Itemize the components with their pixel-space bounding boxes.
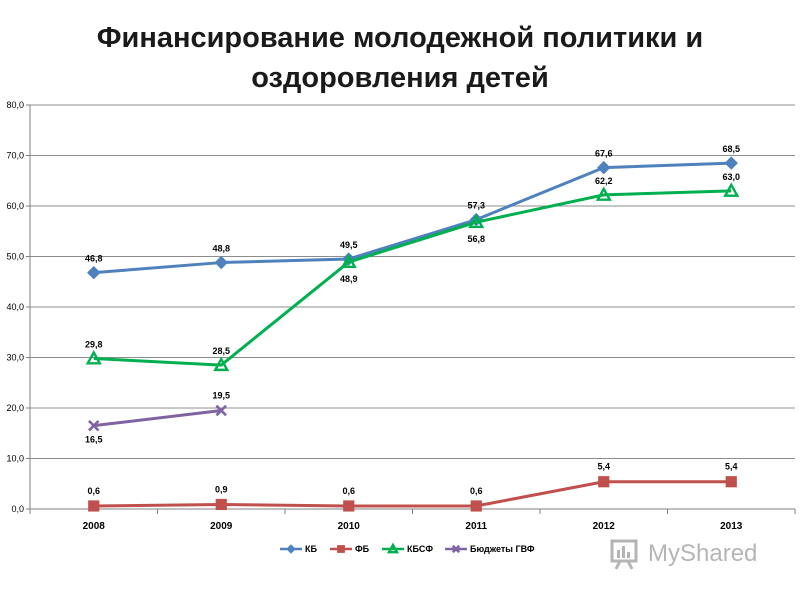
- x-tick-label: 2008: [83, 521, 106, 532]
- data-label: 46,8: [85, 254, 103, 264]
- x-tick-label: 2009: [210, 521, 233, 532]
- series-2-point: [723, 182, 740, 197]
- y-tick-label: 60,0: [6, 201, 24, 211]
- series-1-point: [343, 500, 355, 512]
- data-label: 5,4: [597, 462, 610, 472]
- data-label: 0,6: [342, 486, 355, 496]
- series-line-1: [93, 480, 732, 508]
- y-tick-label: 20,0: [6, 403, 24, 413]
- series-0-point: [214, 255, 228, 270]
- y-tick-label: 30,0: [6, 353, 24, 363]
- data-label: 67,6: [595, 149, 613, 159]
- x-tick-label: 2010: [338, 521, 361, 532]
- series-2-point: [213, 356, 230, 372]
- series-1-point: [598, 476, 610, 488]
- series-0-point: [87, 265, 101, 280]
- data-label: 0,6: [87, 486, 100, 496]
- x-tick-label: 2011: [465, 521, 487, 532]
- y-tick-label: 80,0: [6, 100, 24, 110]
- series-2-point: [85, 350, 102, 365]
- series-2-point: [468, 213, 485, 229]
- y-tick-label: 10,0: [6, 454, 24, 464]
- data-label: 48,9: [340, 274, 358, 284]
- series-1-point: [725, 476, 737, 488]
- data-label: 16,5: [85, 435, 103, 445]
- data-label: 63,0: [722, 172, 740, 182]
- series-line-3: [93, 409, 222, 428]
- series-3-point: [215, 404, 227, 417]
- data-label: 48,8: [212, 244, 230, 254]
- chart-title-line-1: Финансирование молодежной политики и: [96, 22, 704, 54]
- y-tick-label: 0,0: [11, 504, 24, 514]
- data-label: 57,3: [467, 201, 485, 211]
- series-0-point: [597, 160, 611, 175]
- legend-marker-3: [451, 544, 461, 554]
- watermark: MyShared: [610, 535, 780, 575]
- legend-marker-2: [386, 542, 400, 554]
- legend-label-3: Бюджеты ГВФ: [470, 544, 535, 554]
- myshared-logo-icon: [610, 539, 638, 570]
- chart-title: Финансирование молодежной политики и озд…: [0, 18, 800, 98]
- series-3-point: [88, 419, 100, 432]
- data-label: 49,5: [340, 240, 358, 250]
- y-tick-label: 50,0: [6, 252, 24, 262]
- data-label: 0,9: [215, 484, 228, 494]
- data-label: 28,5: [212, 346, 230, 356]
- chart-title-line-2: оздоровления детей: [251, 62, 549, 94]
- legend-label-1: ФБ: [355, 544, 370, 554]
- legend-marker-1: [337, 545, 345, 553]
- x-tick-label: 2012: [593, 521, 616, 532]
- series-2-point: [595, 186, 612, 201]
- series-1-point: [470, 500, 482, 512]
- series-1-point: [215, 498, 227, 511]
- data-label: 68,5: [722, 144, 740, 154]
- y-tick-label: 70,0: [6, 151, 24, 161]
- legend-marker-0: [286, 544, 296, 554]
- series-1-point: [88, 500, 100, 512]
- x-tick-label: 2013: [720, 521, 743, 532]
- data-label: 0,6: [470, 486, 483, 496]
- data-label: 29,8: [85, 340, 103, 350]
- legend-label-2: КБСФ: [407, 544, 433, 554]
- watermark-text: MyShared: [648, 540, 758, 567]
- data-label: 19,5: [212, 391, 230, 401]
- series-line-2: [93, 189, 732, 367]
- data-label: 5,4: [725, 462, 738, 472]
- data-label: 62,2: [595, 176, 613, 186]
- data-label: 56,8: [467, 234, 485, 244]
- legend-label-0: КБ: [305, 544, 317, 554]
- y-tick-label: 40,0: [6, 302, 24, 312]
- series-0-point: [724, 156, 738, 170]
- series-line-0: [93, 161, 732, 275]
- series-2-point: [340, 253, 357, 269]
